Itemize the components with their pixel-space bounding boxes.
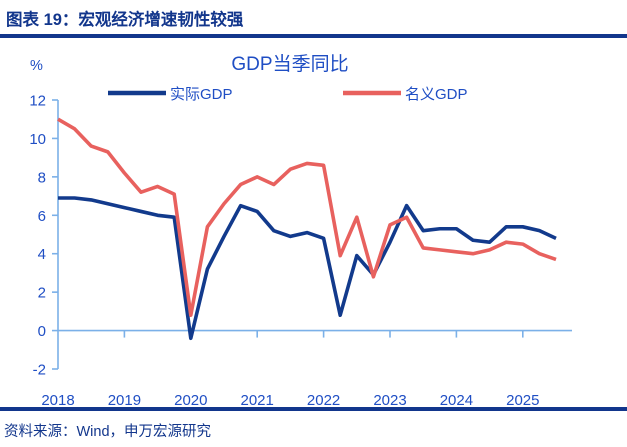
series-lines [57,117,557,341]
y-axis: -2 0 2 4 6 8 10 12 [29,93,59,379]
y-tick-label: 4 [38,246,46,263]
figure-source: 资料来源：Wind，申万宏源研究 [4,424,212,440]
y-tick-label: 0 [38,323,46,340]
x-tick-label: 2019 [108,392,141,406]
chart-title: GDP当季同比 [231,53,348,75]
series-line-nominal-gdp [57,117,557,318]
x-tick-label: 2021 [241,392,274,406]
x-tick-label: 2022 [307,392,340,406]
y-tick-label: 2 [38,285,46,302]
legend-label-nominal-gdp[interactable]: 名义GDP [405,86,468,103]
y-tick-label: -2 [33,362,46,379]
legend-label-real-gdp[interactable]: 实际GDP [170,86,233,103]
source-divider-bottom [0,407,627,411]
x-axis: 2018 2019 2020 2021 2022 2023 2024 2025 [41,329,572,406]
x-tick-label: 2020 [174,392,207,406]
title-divider-top [0,34,627,38]
y-axis-unit-label: % [30,58,43,74]
figure-title: 图表 19：宏观经济增速韧性较强 [6,11,244,29]
x-tick-label: 2018 [41,392,74,406]
chart-area: % GDP当季同比 -2 0 2 4 6 8 10 12 2018 2019 2020 2021 20… [0,38,627,406]
x-tick-label: 2024 [440,392,473,406]
x-tick-label: 2025 [506,392,539,406]
chart-legend: 实际GDP 名义GDP [108,86,468,103]
y-tick-label: 10 [29,131,46,148]
x-tick-label: 2023 [373,392,406,406]
y-tick-label: 12 [29,93,46,110]
y-tick-label: 6 [38,208,46,225]
series-line-real-gdp [58,196,557,341]
y-tick-label: 8 [38,169,46,186]
